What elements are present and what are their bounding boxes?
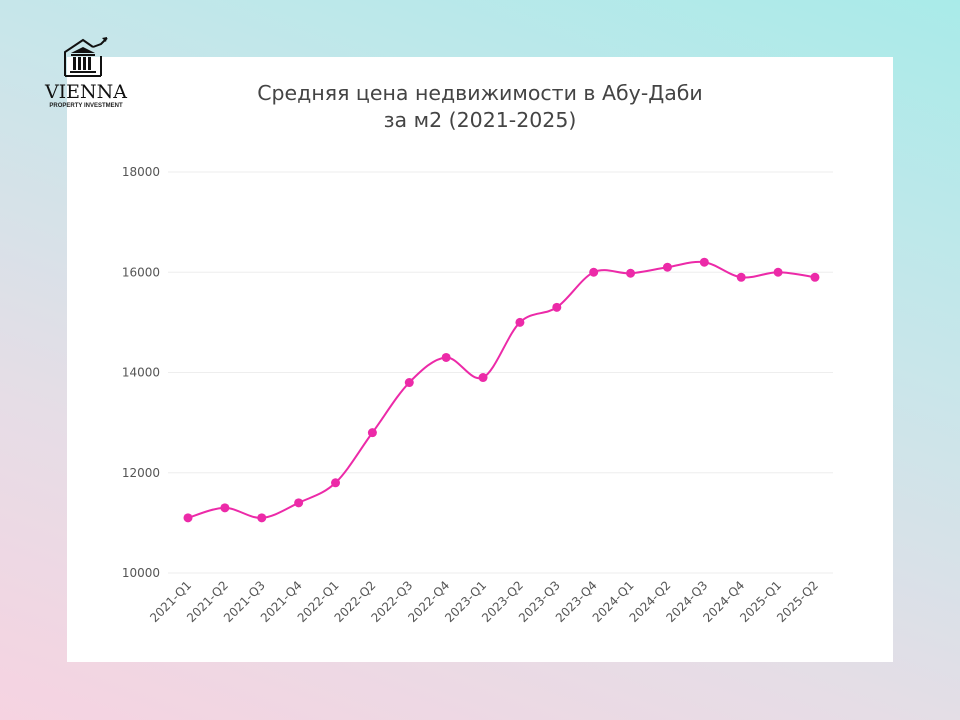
y-tick-label: 12000 <box>122 466 160 480</box>
data-point[interactable] <box>404 378 414 388</box>
y-gridlines <box>168 171 833 574</box>
data-point[interactable] <box>367 428 377 438</box>
x-axis-ticks: 2021-Q12021-Q22021-Q32021-Q42022-Q12022-… <box>147 578 821 625</box>
data-points <box>183 257 820 523</box>
chart-title: Средняя цена недвижимости в Абу-Даби за … <box>67 80 893 134</box>
data-point[interactable] <box>515 317 525 327</box>
data-point[interactable] <box>478 373 488 383</box>
data-point[interactable] <box>294 498 304 508</box>
price-line <box>187 260 816 519</box>
y-axis-ticks: 10000 12000 14000 16000 18000 <box>122 165 160 580</box>
data-point[interactable] <box>626 268 636 278</box>
data-point[interactable] <box>220 503 230 513</box>
data-point[interactable] <box>699 257 709 267</box>
y-tick-label: 10000 <box>122 566 160 580</box>
building-growth-icon <box>64 37 108 77</box>
data-point[interactable] <box>331 478 341 488</box>
data-point[interactable] <box>662 262 672 272</box>
data-point[interactable] <box>183 513 193 523</box>
chart-card <box>67 57 893 662</box>
logo-name: VIENNA <box>44 81 128 103</box>
chart-title-line2: за м2 (2021-2025) <box>383 108 577 132</box>
data-point[interactable] <box>441 352 451 362</box>
data-point[interactable] <box>736 272 746 282</box>
data-point[interactable] <box>810 272 820 282</box>
logo: VIENNA PROPERTY INVESTMENT <box>44 36 128 116</box>
data-point[interactable] <box>552 302 562 312</box>
data-point[interactable] <box>589 267 599 277</box>
y-tick-label: 14000 <box>122 366 160 380</box>
chart-title-line1: Средняя цена недвижимости в Абу-Даби <box>257 81 703 105</box>
logo-subtitle: PROPERTY INVESTMENT <box>49 103 123 109</box>
y-tick-label: 18000 <box>122 165 160 179</box>
data-point[interactable] <box>257 513 267 523</box>
y-tick-label: 16000 <box>122 265 160 279</box>
data-point[interactable] <box>773 267 783 277</box>
